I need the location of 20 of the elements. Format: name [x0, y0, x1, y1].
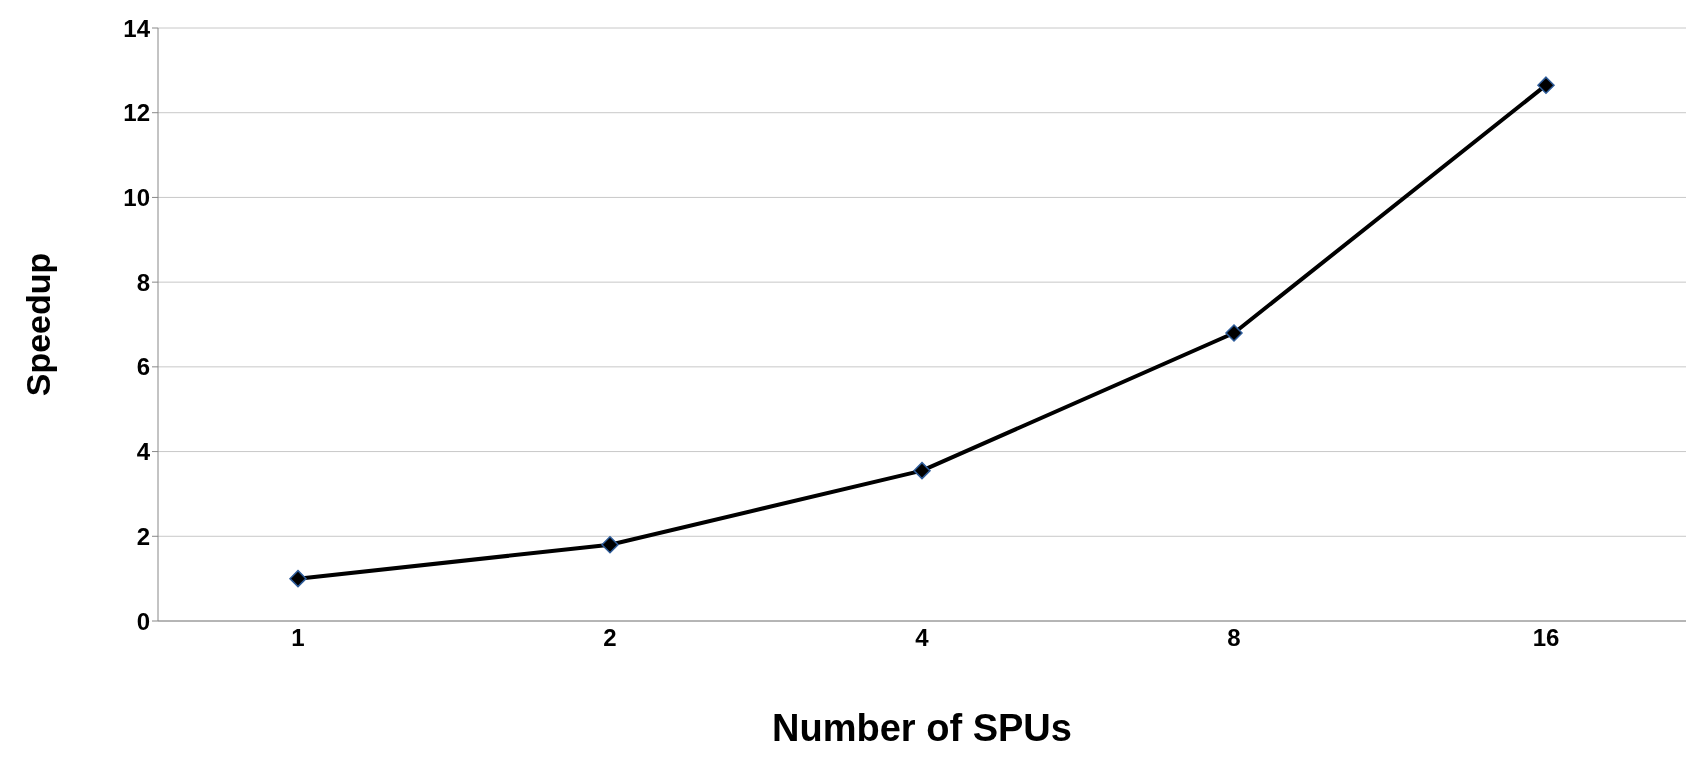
point: [601, 536, 619, 554]
y-tick-label: 10: [123, 183, 150, 211]
point: [913, 461, 931, 480]
x-tick-label: 2: [603, 624, 617, 652]
y-tick-label: 8: [136, 268, 150, 296]
y-axis-title: Speedup: [19, 252, 58, 397]
x-tick-label: 16: [1532, 624, 1560, 652]
y-tick-label: 0: [136, 607, 150, 635]
x-axis-title: Number of SPUs: [772, 707, 1072, 749]
y-tick-label: 4: [136, 438, 151, 466]
y-tick-label: 14: [123, 14, 151, 42]
y-tick-label: 12: [123, 99, 150, 127]
y-tick-label: 6: [136, 353, 150, 381]
point: [289, 569, 307, 588]
x-tick-label: 4: [915, 624, 930, 652]
point: [1225, 324, 1243, 342]
y-tick-label: 2: [136, 522, 150, 550]
x-tick-label: 1: [291, 624, 305, 652]
x-tick-label: 8: [1227, 624, 1241, 652]
point: [1537, 76, 1555, 94]
